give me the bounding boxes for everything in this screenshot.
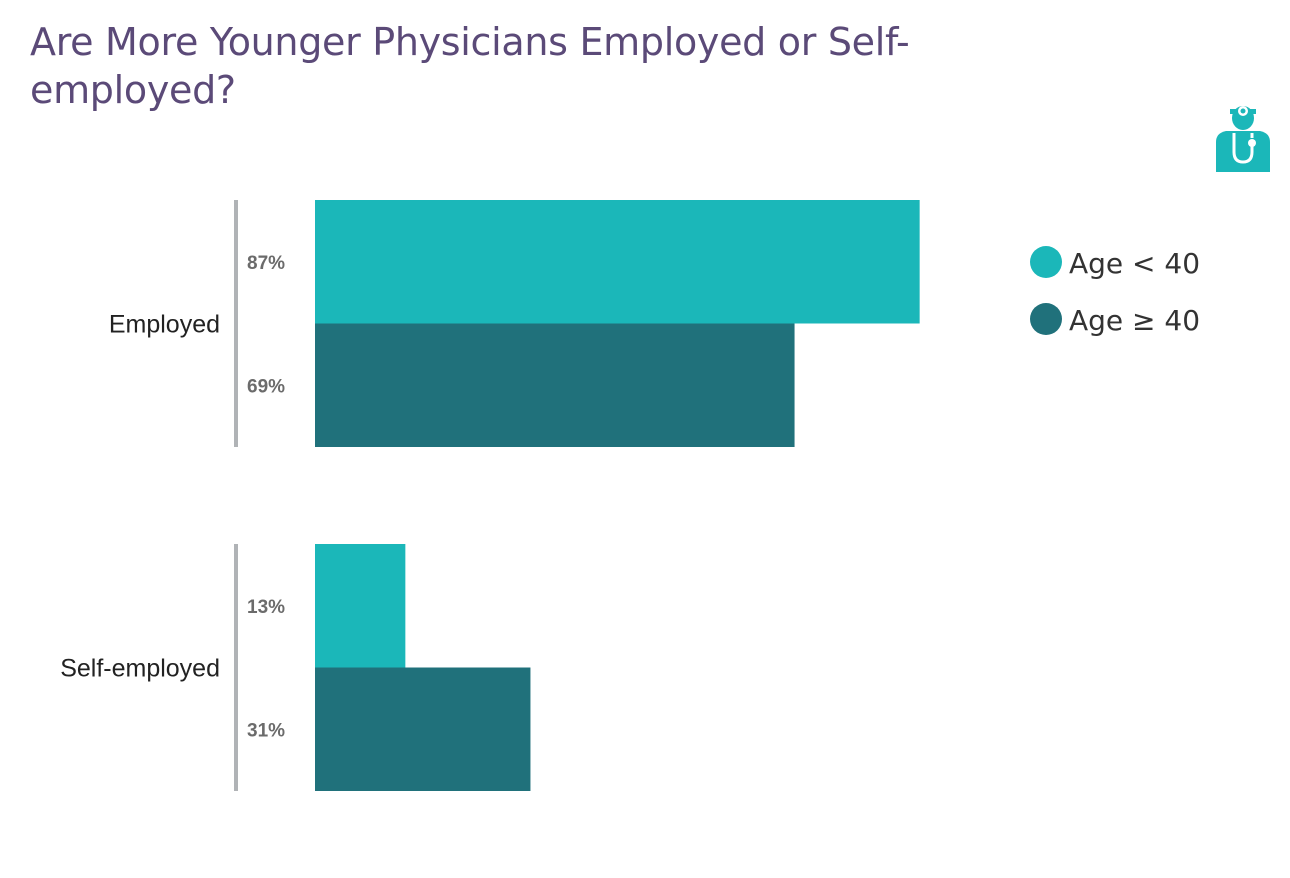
value-label-self-employed-series-2: 31% bbox=[247, 720, 285, 741]
value-label-employed-series-2: 69% bbox=[247, 376, 285, 397]
category-label-self-employed: Self-employed bbox=[60, 655, 220, 683]
value-label-self-employed-series-1: 13% bbox=[247, 597, 285, 618]
bar-employed-series-1 bbox=[315, 200, 920, 324]
legend-swatch-series-1 bbox=[1030, 246, 1062, 278]
legend-label-series-2: Age ≥ 40 bbox=[1069, 304, 1200, 337]
category-label-employed: Employed bbox=[109, 311, 220, 339]
doctor-stethoscope-icon bbox=[1216, 106, 1270, 172]
chart-title: Are More Younger Physicians Employed or … bbox=[30, 20, 910, 112]
legend-swatch-series-2 bbox=[1030, 303, 1062, 335]
bar-self-employed-series-2 bbox=[315, 667, 531, 791]
bar-employed-series-2 bbox=[315, 323, 795, 447]
value-label-employed-series-1: 87% bbox=[247, 253, 285, 274]
legend-label-series-1: Age < 40 bbox=[1069, 247, 1200, 280]
bar-self-employed-series-1 bbox=[315, 544, 406, 668]
